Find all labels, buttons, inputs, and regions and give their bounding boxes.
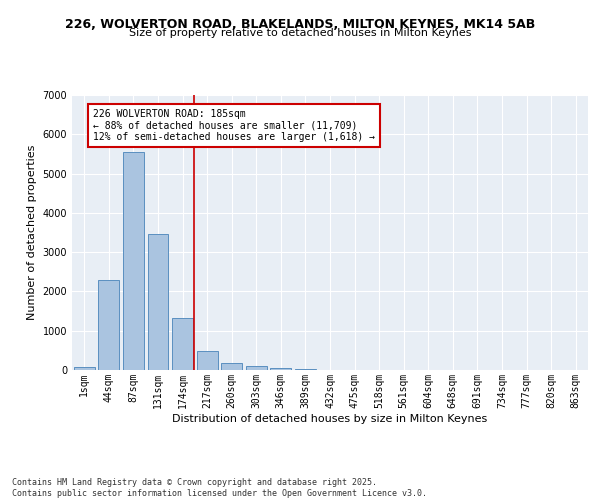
Bar [271, 368, 292, 370]
Text: Size of property relative to detached houses in Milton Keynes: Size of property relative to detached ho… [129, 28, 471, 38]
Text: 226 WOLVERTON ROAD: 185sqm
← 88% of detached houses are smaller (11,709)
12% of : 226 WOLVERTON ROAD: 185sqm ← 88% of deta… [93, 108, 375, 142]
Text: Contains HM Land Registry data © Crown copyright and database right 2025.
Contai: Contains HM Land Registry data © Crown c… [12, 478, 427, 498]
Bar [246, 366, 267, 370]
Bar [98, 280, 119, 370]
X-axis label: Distribution of detached houses by size in Milton Keynes: Distribution of detached houses by size … [172, 414, 488, 424]
Bar [74, 367, 95, 370]
Bar [123, 152, 144, 370]
Y-axis label: Number of detached properties: Number of detached properties [27, 145, 37, 320]
Bar [172, 318, 193, 370]
Text: 226, WOLVERTON ROAD, BLAKELANDS, MILTON KEYNES, MK14 5AB: 226, WOLVERTON ROAD, BLAKELANDS, MILTON … [65, 18, 535, 30]
Bar [221, 363, 242, 370]
Bar [197, 351, 218, 370]
Bar [148, 234, 169, 370]
